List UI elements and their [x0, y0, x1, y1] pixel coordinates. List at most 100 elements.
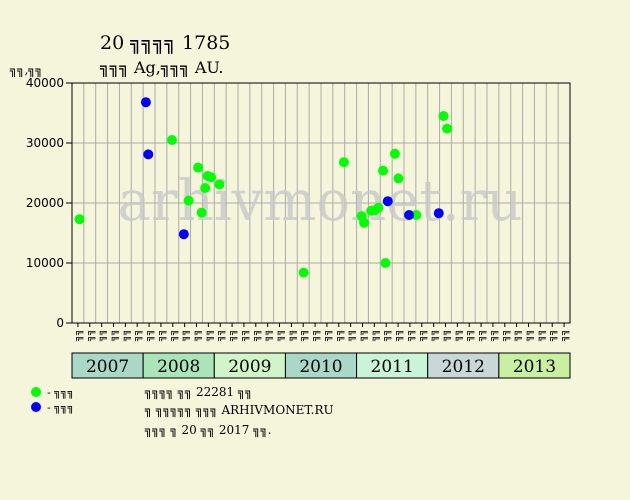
x-tick-label: ╗╗ [286, 329, 297, 341]
data-point-blue [404, 210, 415, 220]
y-tick-label: 20000 [26, 196, 64, 210]
x-tick-label: ╗╗ [358, 329, 369, 341]
year-label: 2010 [299, 357, 342, 377]
grid [72, 82, 570, 324]
y-tick-labels: 0 10000 20000 30000 40000 [26, 76, 72, 330]
data-point-green [378, 165, 389, 176]
x-tick-label: ╗╗ [85, 329, 96, 341]
x-tick-labels: ╗╗ ╗╗ ╗╗ ╗╗ ╗╗ ╗╗ ╗╗ ╗╗ ╗╗ ╗╗ ╗╗ ╗╗ ╗╗ ╗╗ ╗╗ ╗╗ ╗╗ ╗╗ ╗╗ ╗╗… [73, 323, 570, 341]
x-tick-label: ╗╗ [547, 329, 558, 341]
x-tick-label: ╗╗ [215, 329, 226, 341]
data-point-green [166, 135, 177, 145]
legend-blue-marker [31, 402, 41, 412]
y-tick-label: 0 [56, 316, 64, 330]
x-tick-label: ╗╗ [476, 329, 487, 341]
data-point-green [183, 195, 194, 206]
year-band [356, 352, 429, 379]
data-points [74, 97, 453, 278]
x-tick-label: ╗╗ [239, 329, 250, 341]
data-point-green [442, 123, 453, 134]
year-label: 2007 [86, 357, 129, 377]
data-point-blue [143, 149, 154, 160]
x-tick-label: ╗╗ [263, 329, 274, 341]
x-tick-label: ╗╗ [417, 329, 428, 341]
x-tick-label: ╗╗ [298, 329, 309, 341]
data-point-green [380, 258, 391, 268]
x-tick-label: ╗╗ [168, 329, 179, 341]
year-bands: 2007 2008 2009 2010 2011 2012 2013 [71, 352, 571, 379]
x-tick-label: ╗╗ [559, 329, 570, 341]
x-tick-label: ╗╗ [73, 329, 84, 341]
x-tick-label: ╗╗ [500, 329, 511, 341]
x-tick-label: ╗╗ [488, 329, 499, 341]
y-axis-unit: ╗╗,╗╗ [9, 63, 43, 77]
data-point-green [338, 157, 349, 168]
year-band [213, 352, 286, 379]
data-point-green [298, 267, 309, 278]
x-tick-label: ╗╗ [203, 329, 214, 341]
x-tick-label: ╗╗ [120, 329, 131, 341]
x-tick-label: ╗╗ [192, 329, 203, 341]
year-label: 2012 [442, 357, 485, 377]
x-tick-label: ╗╗ [156, 329, 167, 341]
x-tick-label: ╗╗ [464, 329, 475, 341]
data-point-green [373, 202, 384, 213]
footer-line1: ╗╗╗╗ ╗╗ 22281 ╗╗ [144, 385, 252, 399]
data-point-green [359, 217, 370, 228]
x-tick-label: ╗╗ [346, 329, 357, 341]
legend-green-marker [31, 387, 41, 397]
year-band [498, 352, 571, 379]
x-tick-label: ╗╗ [393, 329, 404, 341]
watermark: arhivmonet.ru [118, 169, 523, 234]
x-tick-label: ╗╗ [144, 329, 155, 341]
data-point-blue [140, 97, 151, 108]
y-tick-label: 30000 [26, 136, 64, 150]
data-point-blue [178, 229, 189, 240]
x-tick-label: ╗╗ [322, 329, 333, 341]
data-point-green [200, 183, 211, 193]
data-point-green [393, 173, 404, 184]
x-tick-label: ╗╗ [227, 329, 238, 341]
data-point-green [74, 214, 85, 225]
x-tick-label: ╗╗ [381, 329, 392, 341]
data-point-green [411, 210, 422, 220]
year-band [71, 352, 144, 379]
data-point-green [206, 172, 217, 183]
x-tick-label: ╗╗ [310, 329, 321, 341]
x-tick-label: ╗╗ [251, 329, 262, 341]
y-tick-label: 40000 [26, 76, 64, 90]
x-tick-label: ╗╗ [369, 329, 380, 341]
x-tick-label: ╗╗ [180, 329, 191, 341]
data-point-green [389, 148, 400, 159]
x-tick-label: ╗╗ [109, 329, 120, 341]
data-point-green [193, 162, 204, 173]
year-label: 2009 [228, 357, 271, 377]
x-tick-label: ╗╗ [132, 329, 143, 341]
x-tick-label: ╗╗ [452, 329, 463, 341]
footer-line2: ╗ ╗╗╗╗╗ ╗╗╗ ARHIVMONET.RU [144, 403, 334, 417]
x-tick-label: ╗╗ [429, 329, 440, 341]
data-point-green [438, 111, 449, 121]
data-point-green [196, 207, 207, 218]
chart-title-line1: 20 ╗╗╗╗ 1785 [100, 32, 230, 54]
data-point-blue [382, 196, 393, 207]
x-tick-label: ╗╗ [405, 329, 416, 341]
chart-title-line2: ╗╗╗ Ag,╗╗╗ AU. [99, 58, 224, 77]
x-tick-label: ╗╗ [535, 329, 546, 341]
year-label: 2013 [513, 357, 556, 377]
x-tick-label: ╗╗ [275, 329, 286, 341]
year-label: 2008 [157, 357, 200, 377]
y-tick-label: 10000 [26, 256, 64, 270]
data-point-green [214, 179, 225, 190]
legend-green-label: - ╗╗╗ [47, 386, 74, 399]
x-tick-label: ╗╗ [512, 329, 523, 341]
legend-blue-label: - ╗╗╗ [47, 401, 74, 414]
year-band [142, 352, 215, 379]
x-tick-label: ╗╗ [97, 329, 108, 341]
x-tick-label: ╗╗ [524, 329, 535, 341]
x-tick-label: ╗╗ [334, 329, 345, 341]
x-tick-label: ╗╗ [441, 329, 452, 341]
footer-line3: ╗╗╗ ╗ 20 ╗╗ 2017 ╗╗. [144, 423, 272, 437]
year-label: 2011 [371, 357, 414, 377]
